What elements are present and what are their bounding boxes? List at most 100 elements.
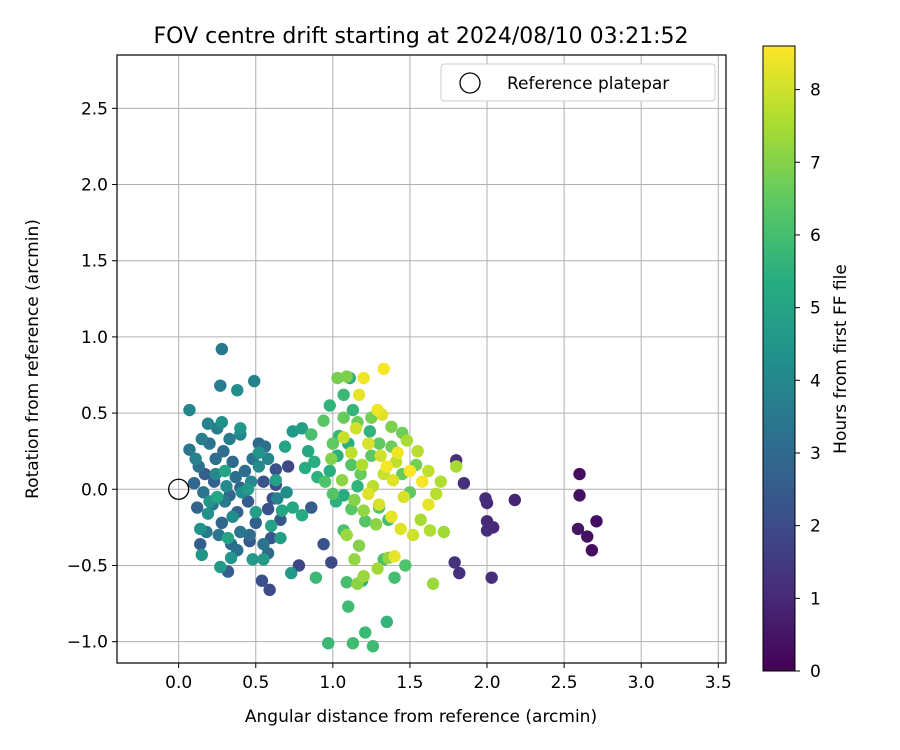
data-point	[362, 437, 375, 450]
data-point	[190, 501, 204, 514]
x-tick-label: 0.0	[165, 673, 192, 693]
data-point	[391, 446, 404, 459]
data-point	[218, 464, 232, 478]
y-axis: −1.0 −0.5 0.0 0.5 1.0 1.5 2.0 2.5	[67, 99, 117, 653]
data-point	[377, 362, 390, 376]
data-point	[573, 467, 586, 481]
data-point	[226, 510, 239, 523]
data-point	[362, 487, 375, 501]
colorbar-tick-label: 1	[810, 589, 821, 609]
data-point	[269, 473, 283, 487]
data-point	[508, 493, 521, 507]
data-point	[220, 480, 233, 493]
data-point	[257, 475, 270, 488]
x-axis: 0.0 0.5 1.0 1.5 2.0 2.5 3.0 3.5	[165, 663, 732, 693]
colorbar-label: Hours from first FF file	[831, 264, 851, 454]
data-point	[323, 464, 336, 478]
data-point	[437, 525, 451, 539]
data-point	[274, 513, 287, 526]
data-point	[224, 551, 238, 565]
data-point	[257, 537, 270, 551]
colorbar-tick-label: 5	[810, 299, 821, 319]
data-point	[234, 422, 247, 435]
data-point	[309, 571, 323, 584]
data-point	[340, 370, 353, 383]
data-point	[348, 553, 361, 566]
data-point	[261, 452, 275, 466]
data-point	[318, 475, 332, 488]
colorbar-ticks: 0 1 2 3 4 5 6 7 8	[795, 81, 821, 682]
data-point	[197, 486, 210, 499]
data-point	[352, 539, 366, 552]
x-tick-label: 3.5	[705, 673, 732, 693]
data-point	[249, 516, 262, 530]
data-point	[271, 492, 284, 505]
data-point	[423, 524, 437, 537]
data-point	[380, 615, 394, 629]
data-point	[248, 374, 261, 388]
colorbar-gradient	[762, 45, 796, 672]
data-point	[337, 388, 350, 402]
data-point	[352, 388, 366, 402]
data-point	[369, 518, 383, 531]
data-point	[221, 531, 235, 545]
data-point	[337, 431, 350, 444]
data-point	[590, 515, 603, 528]
data-point	[241, 495, 255, 508]
data-point	[345, 458, 358, 472]
legend: Reference platepar	[440, 63, 716, 102]
data-point	[345, 446, 358, 459]
data-point	[397, 490, 410, 504]
data-point	[183, 443, 196, 456]
x-axis-label: Angular distance from reference (arcmin)	[245, 707, 597, 727]
data-point	[411, 444, 424, 458]
y-tick-label: 1.5	[81, 252, 108, 272]
data-point	[280, 486, 293, 499]
data-point	[340, 576, 353, 589]
legend-label: Reference platepar	[507, 74, 669, 94]
data-point	[298, 461, 312, 475]
data-point	[416, 475, 429, 488]
data-point	[365, 449, 378, 462]
data-point	[317, 537, 330, 551]
x-tick-label: 0.5	[242, 673, 269, 693]
x-tick-label: 2.0	[474, 673, 501, 693]
data-point	[195, 548, 208, 562]
data-point	[585, 544, 599, 557]
data-point	[357, 371, 370, 385]
legend-box	[440, 63, 716, 102]
plot-frame	[116, 54, 727, 664]
data-point	[201, 417, 215, 430]
data-point	[195, 432, 208, 446]
data-point	[485, 571, 498, 584]
colorbar-tick-label: 3	[810, 444, 821, 464]
data-point	[372, 498, 386, 511]
y-tick-label: −0.5	[67, 556, 108, 576]
data-point	[269, 463, 283, 476]
data-point	[325, 556, 338, 569]
data-point	[337, 411, 350, 424]
data-point	[322, 636, 335, 650]
colorbar: 0 1 2 3 4 5 6 7 8 Hours from first FF file	[762, 45, 851, 682]
data-point	[400, 434, 414, 447]
data-point	[386, 473, 400, 487]
data-point	[394, 522, 407, 536]
data-point	[449, 460, 463, 473]
data-point	[380, 460, 394, 473]
data-point	[241, 483, 255, 496]
y-tick-label: 2.0	[81, 176, 108, 196]
y-tick-label: 1.0	[81, 328, 108, 348]
colorbar-tick-label: 7	[810, 153, 821, 173]
data-point	[363, 425, 377, 438]
data-point	[325, 452, 338, 466]
data-point	[226, 455, 239, 469]
data-point	[354, 467, 367, 481]
data-point	[214, 560, 227, 574]
data-point	[252, 460, 266, 473]
data-point	[385, 420, 398, 434]
data-point	[209, 452, 222, 466]
data-point	[261, 502, 275, 516]
data-point	[305, 428, 318, 441]
points-layer	[168, 342, 603, 653]
data-point	[223, 432, 236, 446]
